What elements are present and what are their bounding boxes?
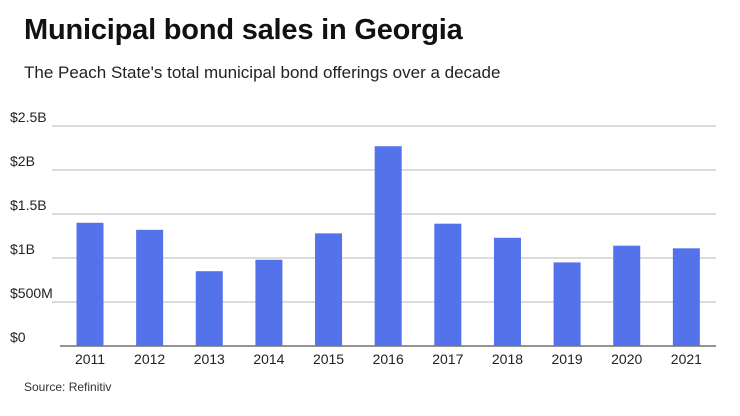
- x-tick-label: 2019: [552, 351, 583, 367]
- bar-2011: [76, 222, 104, 346]
- chart-subtitle: The Peach State's total municipal bond o…: [24, 63, 501, 82]
- x-tick-label: 2015: [313, 351, 344, 367]
- x-tick-label: 2012: [134, 351, 165, 367]
- bars: [76, 146, 700, 346]
- x-tick-label: 2017: [432, 351, 463, 367]
- bar-2012: [136, 229, 164, 346]
- x-tick-label: 2011: [75, 351, 105, 367]
- x-tick-label: 2013: [194, 351, 225, 367]
- y-tick-label: $500M: [10, 285, 53, 301]
- x-tick-label: 2014: [253, 351, 284, 367]
- bar-2019: [553, 262, 581, 346]
- chart-title: Municipal bond sales in Georgia: [24, 14, 463, 46]
- bar-2018: [493, 237, 521, 346]
- y-tick-label: $1B: [10, 241, 35, 257]
- x-tick-label: 2018: [492, 351, 523, 367]
- y-tick-label: $2.5B: [10, 109, 47, 125]
- bar-2017: [434, 223, 462, 346]
- bar-2016: [374, 146, 402, 346]
- bar-2021: [672, 248, 700, 346]
- bar-2020: [613, 245, 641, 346]
- bar-2014: [255, 259, 283, 346]
- source-note: Source: Refinitiv: [24, 380, 112, 394]
- bar-2013: [195, 271, 223, 346]
- x-tick-label: 2021: [671, 351, 702, 367]
- axis-labels: $2.5B $2B $1.5B $1B $500M $0 2011 2012 2013 2014 2…: [10, 109, 702, 367]
- y-tick-label: $1.5B: [10, 197, 47, 213]
- x-tick-label: 2016: [373, 351, 404, 367]
- y-tick-label: $2B: [10, 153, 35, 169]
- y-tick-label: $0: [10, 329, 26, 345]
- x-tick-label: 2020: [611, 351, 642, 367]
- bar-2015: [315, 233, 343, 346]
